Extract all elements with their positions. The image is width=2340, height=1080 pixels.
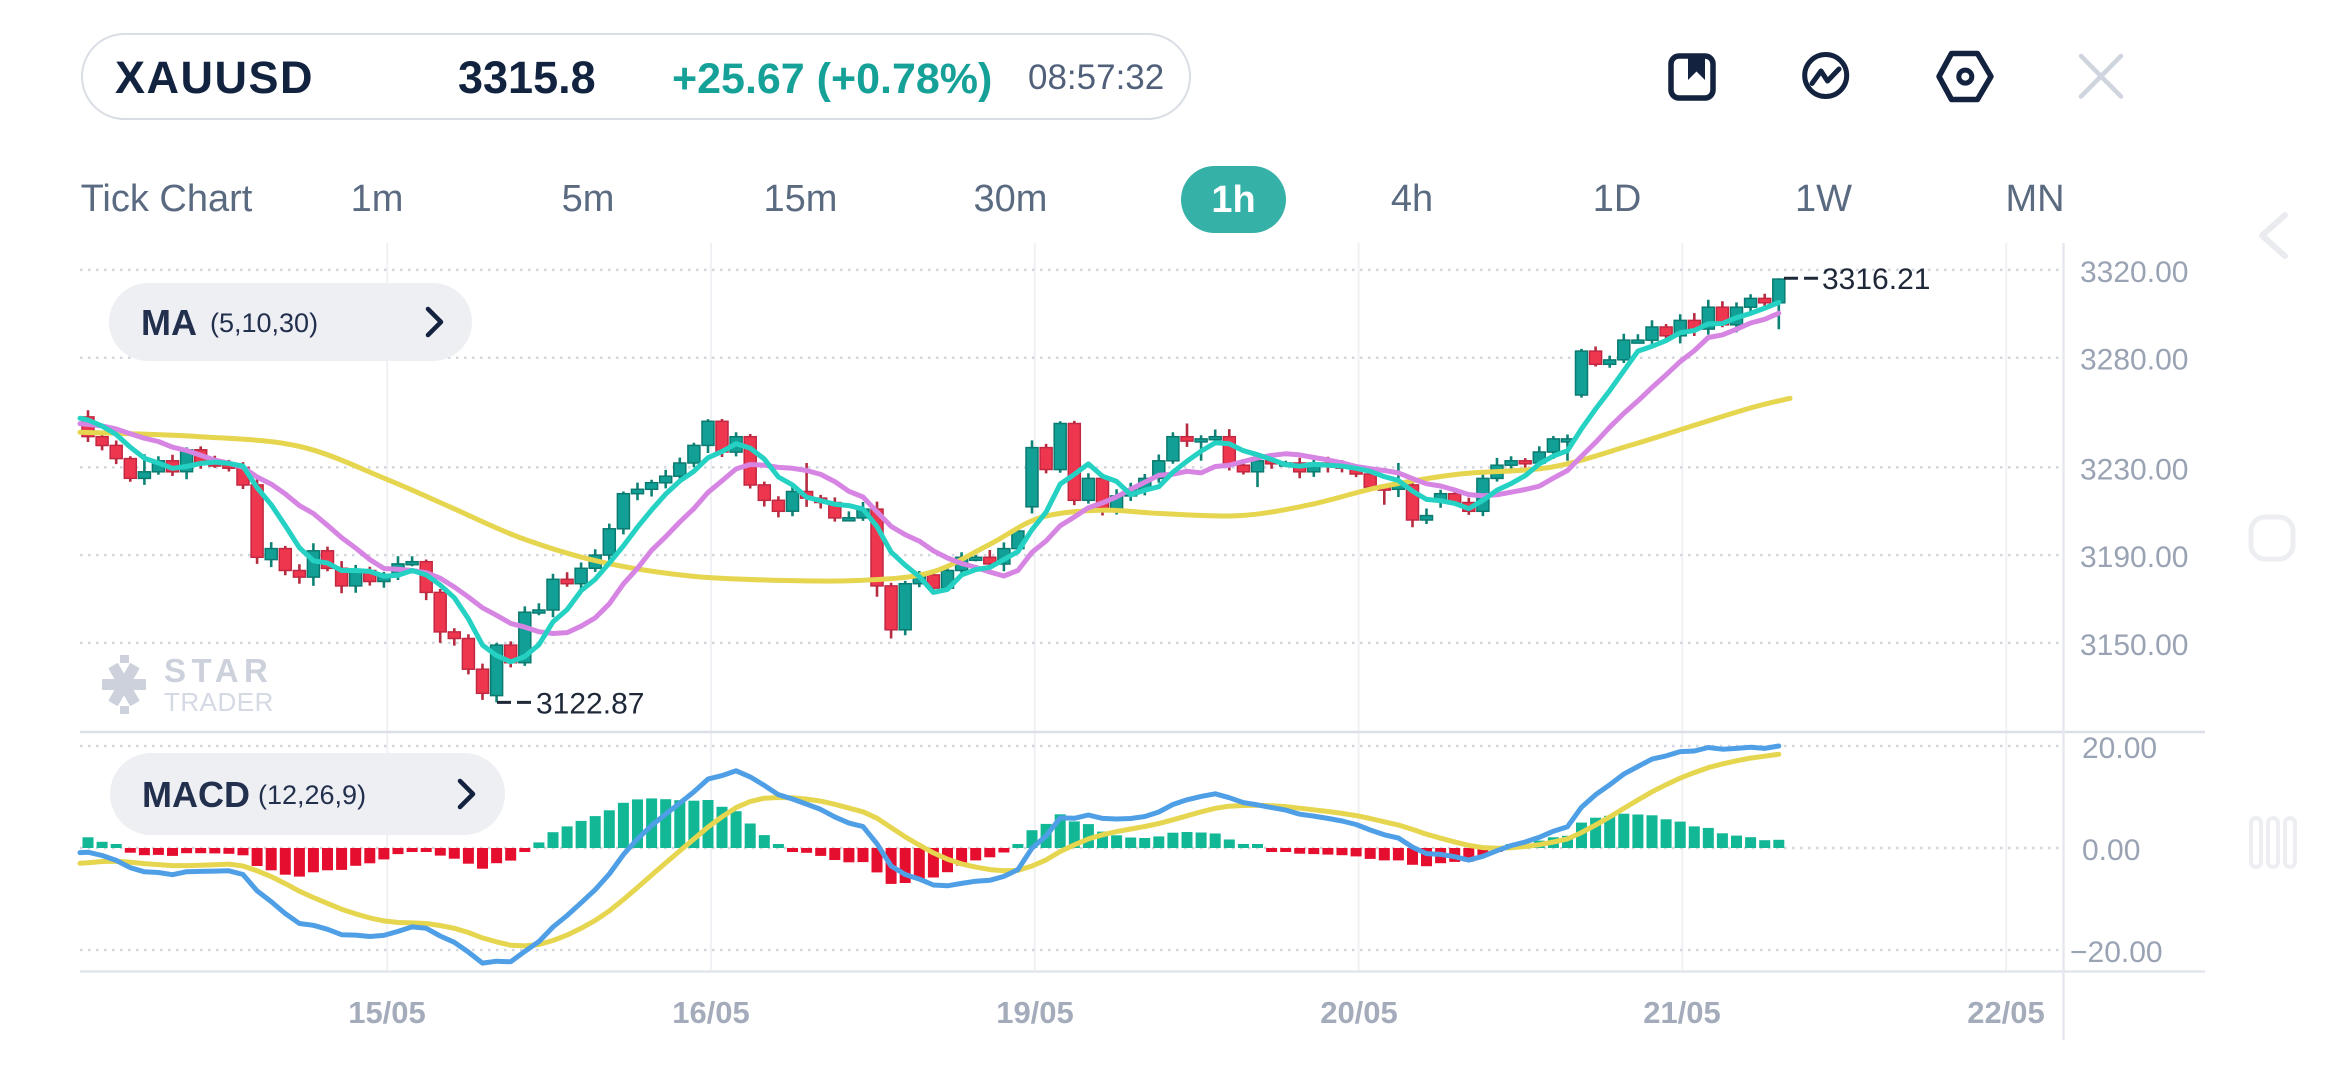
- svg-text:4h: 4h: [1391, 178, 1433, 220]
- svg-text:0.00: 0.00: [2082, 834, 2140, 867]
- svg-text:1h: 1h: [1211, 179, 1255, 221]
- svg-text:MA: MA: [141, 302, 197, 343]
- svg-text:MN: MN: [2005, 178, 2064, 220]
- svg-text:5m: 5m: [562, 178, 615, 220]
- svg-text:1W: 1W: [1795, 178, 1852, 220]
- svg-text:MACD: MACD: [142, 774, 250, 815]
- svg-text:19/05: 19/05: [996, 995, 1074, 1030]
- svg-text:3320.00: 3320.00: [2080, 256, 2188, 289]
- svg-text:20/05: 20/05: [1320, 995, 1398, 1030]
- svg-text:08:57:32: 08:57:32: [1028, 58, 1164, 97]
- svg-text:20.00: 20.00: [2082, 732, 2157, 765]
- svg-text:TRADER: TRADER: [164, 687, 274, 717]
- svg-text:(5,10,30): (5,10,30): [210, 308, 318, 338]
- svg-text:3150.00: 3150.00: [2080, 629, 2188, 662]
- svg-text:3190.00: 3190.00: [2080, 541, 2188, 574]
- svg-text:3316.21: 3316.21: [1822, 263, 1930, 296]
- svg-text:15/05: 15/05: [348, 995, 426, 1030]
- svg-text:1D: 1D: [1593, 178, 1642, 220]
- svg-text:−20.00: −20.00: [2070, 936, 2163, 969]
- svg-text:3315.8: 3315.8: [458, 52, 596, 103]
- svg-text:15m: 15m: [764, 178, 838, 220]
- svg-text:3122.87: 3122.87: [536, 687, 644, 720]
- svg-text:(12,26,9): (12,26,9): [258, 780, 366, 810]
- svg-text:1m: 1m: [351, 178, 404, 220]
- svg-text:3280.00: 3280.00: [2080, 344, 2188, 377]
- svg-text:STAR: STAR: [164, 652, 273, 689]
- svg-text:Tick Chart: Tick Chart: [81, 178, 253, 220]
- svg-text:30m: 30m: [974, 178, 1048, 220]
- svg-text:16/05: 16/05: [672, 995, 750, 1030]
- svg-text:3230.00: 3230.00: [2080, 453, 2188, 486]
- svg-text:+25.67 (+0.78%): +25.67 (+0.78%): [672, 55, 992, 103]
- svg-text:XAUUSD: XAUUSD: [115, 52, 314, 103]
- svg-text:22/05: 22/05: [1967, 995, 2045, 1030]
- svg-text:21/05: 21/05: [1643, 995, 1721, 1030]
